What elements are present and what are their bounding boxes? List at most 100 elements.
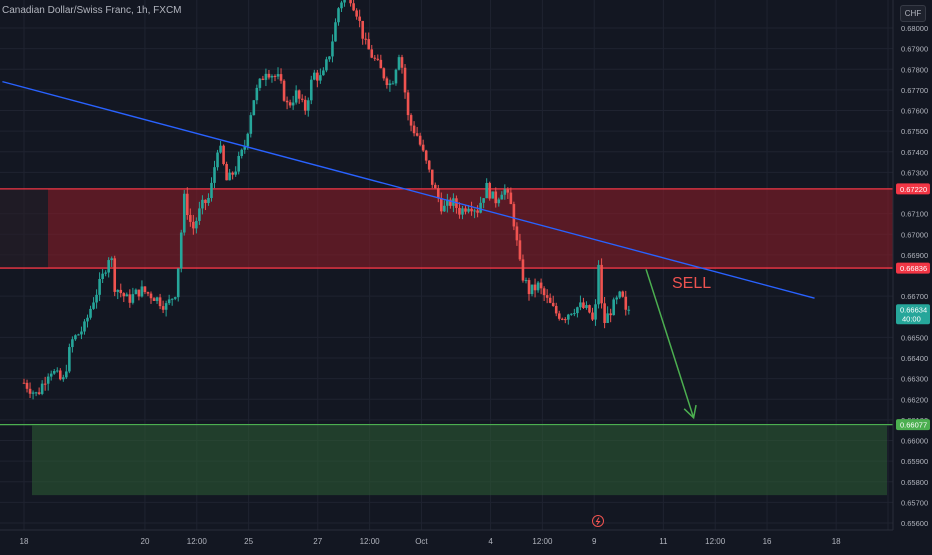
lightning-icon-bolt: [595, 517, 601, 525]
candle-body: [68, 347, 71, 372]
price-tick-label: 0.67100: [901, 210, 928, 219]
candle-body: [146, 292, 150, 294]
candle-body: [143, 286, 147, 293]
candle-body: [291, 102, 295, 106]
candle-body: [267, 73, 271, 78]
support-top-price-badge[interactable]: [896, 419, 930, 431]
candle-body: [204, 199, 207, 204]
candle-body: [258, 78, 262, 88]
price-tick-label: 0.67000: [901, 230, 928, 239]
candle-body: [40, 383, 44, 394]
candle-body: [285, 100, 289, 103]
candle-body: [43, 383, 47, 385]
candle-body: [125, 294, 129, 297]
candle-body: [331, 41, 334, 57]
candle-body: [89, 308, 92, 318]
candle-body: [509, 192, 513, 205]
candle-body: [49, 373, 53, 377]
trendline[interactable]: [2, 80, 815, 299]
candle-body: [567, 314, 570, 320]
candle-body: [497, 199, 501, 204]
price-tick-label: 0.67500: [901, 127, 928, 136]
candle-body: [325, 59, 328, 71]
lightning-icon[interactable]: [592, 515, 604, 527]
candle-body: [491, 191, 495, 199]
candle-body: [300, 98, 304, 100]
candle-body: [294, 90, 298, 103]
last-price-badge[interactable]: [896, 304, 930, 325]
sell-arrow-head[interactable]: [683, 404, 697, 420]
countdown-label: 40:00: [902, 315, 921, 324]
candle-body: [179, 232, 183, 269]
candle-body: [343, 0, 346, 3]
candle-body: [273, 75, 277, 77]
time-tick-label: 12:00: [187, 537, 208, 546]
candle-body: [140, 286, 144, 297]
candle-body: [158, 297, 162, 307]
candle-body: [101, 273, 104, 279]
candle-body: [473, 210, 476, 212]
candle-body: [219, 145, 222, 153]
candle-body: [394, 69, 398, 84]
time-tick-label: 12:00: [360, 537, 381, 546]
time-tick-label: Oct: [415, 537, 428, 546]
resistance-bottom-price-badge[interactable]: [896, 262, 930, 274]
candle-body: [337, 8, 340, 23]
candle-body: [361, 20, 364, 39]
candle-body: [443, 205, 446, 212]
currency-badge[interactable]: CHF: [900, 5, 926, 22]
sell-arrow-shaft[interactable]: [645, 269, 695, 419]
candle-body: [609, 313, 612, 316]
candle-body: [62, 377, 65, 380]
candle-body: [606, 313, 609, 323]
candle-body: [352, 3, 355, 11]
time-tick-label: 20: [141, 537, 150, 546]
candle-body: [249, 115, 253, 134]
candle-body: [34, 392, 38, 394]
candle-body: [149, 293, 153, 299]
drawings[interactable]: SELL: [2, 80, 815, 420]
candle-body: [554, 305, 558, 314]
candle-body: [131, 294, 135, 303]
candle-body: [189, 215, 192, 222]
candle-body: [576, 307, 579, 314]
candle-body: [198, 208, 201, 221]
candle-body: [521, 259, 525, 281]
candle-body: [479, 202, 482, 213]
candle-body: [367, 39, 371, 50]
candle-body: [579, 302, 582, 308]
candle-body: [412, 125, 416, 134]
time-axis[interactable]: 18 20 12:00 25 27 12:00 Oct 4 12:00 9 11 12:00 16 18: [0, 515, 893, 547]
candle-body: [319, 75, 322, 81]
candle-body: [243, 146, 247, 150]
candle-body: [77, 334, 80, 336]
candle-body: [246, 133, 250, 147]
candle-body: [385, 78, 389, 86]
candle-body: [379, 59, 383, 69]
candle-body: [134, 289, 138, 295]
candle-body: [52, 370, 56, 374]
candle-body: [46, 376, 50, 384]
candle-body: [376, 58, 380, 60]
price-axis[interactable]: 0.68000 0.67900 0.67800 0.67700 0.67600 0.675…: [892, 0, 932, 550]
price-tick-label: 0.68000: [901, 24, 928, 33]
candle-body: [228, 172, 231, 181]
symbol-title: Canadian Dollar/Swiss Franc, 1h, FXCM: [2, 5, 182, 16]
candle-body: [201, 199, 204, 209]
candle-body: [261, 78, 265, 80]
candle-body: [303, 99, 307, 111]
resistance-top-price-badge[interactable]: [896, 183, 930, 195]
candle-body: [503, 189, 507, 195]
candle-body: [270, 75, 274, 78]
candle-body: [391, 83, 395, 85]
candle-body: [433, 184, 437, 189]
candle-body: [170, 298, 174, 300]
candle-body: [403, 67, 407, 93]
candle-body: [536, 282, 540, 291]
candle-body: [573, 313, 576, 315]
candle-body: [545, 295, 549, 298]
resistance-bottom-price-badge-label: 0.66836: [900, 264, 927, 273]
candle-body: [500, 194, 504, 200]
